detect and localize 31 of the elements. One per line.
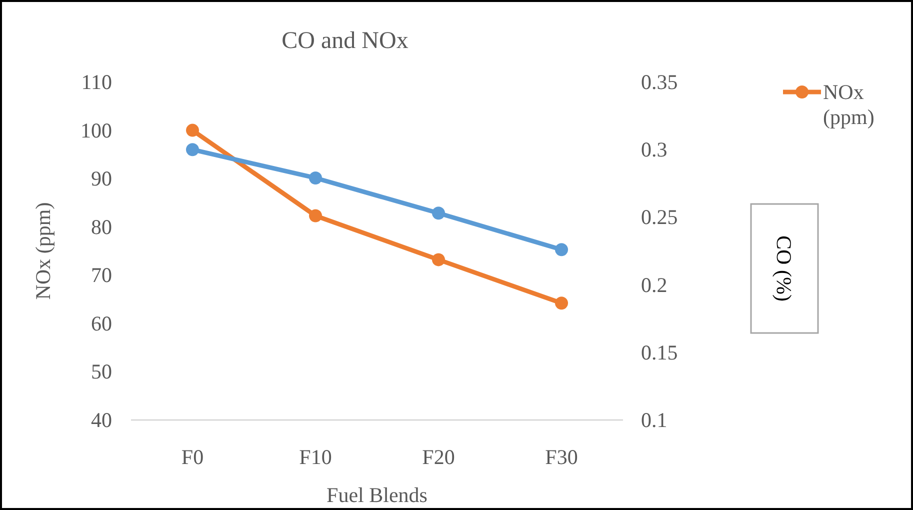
point xyxy=(309,209,322,222)
y-tick-label: 70 xyxy=(91,263,112,288)
y2-tick-label: 0.3 xyxy=(641,138,668,162)
y-tick-label: 60 xyxy=(91,311,112,336)
point xyxy=(432,206,445,220)
point xyxy=(555,243,568,256)
y-tick-label: 40 xyxy=(91,408,112,432)
x-tick-label: F10 xyxy=(299,445,332,469)
y2-tick-label: 0.2 xyxy=(641,272,668,297)
x-axis-title: Fuel Blends xyxy=(326,483,428,507)
y2-tick-label: 0.1 xyxy=(641,408,668,432)
y2-axis-title: CO (%) xyxy=(772,236,796,302)
y2-tick-label: 0.35 xyxy=(641,70,678,94)
point xyxy=(309,171,322,184)
point xyxy=(186,143,199,156)
y2-tick-label: 0.25 xyxy=(641,205,678,230)
x-tick-label: F0 xyxy=(181,445,204,469)
y-tick-label: 80 xyxy=(91,214,112,239)
y-axis-title: NOx (ppm) xyxy=(31,202,55,300)
legend-label: NOx (ppm) xyxy=(823,80,874,129)
x-tick-label: F20 xyxy=(422,445,455,469)
y-tick-label: 50 xyxy=(91,360,112,384)
point xyxy=(555,296,568,310)
point xyxy=(186,124,199,137)
chart-title: CO and NOx xyxy=(282,28,408,54)
y2-tick-label: 0.15 xyxy=(641,340,678,364)
y-tick-label: 100 xyxy=(80,118,112,142)
x-tick-label: F30 xyxy=(545,445,578,469)
point xyxy=(432,253,445,266)
y-tick-label: 90 xyxy=(91,166,112,191)
y-tick-label: 110 xyxy=(81,70,112,94)
